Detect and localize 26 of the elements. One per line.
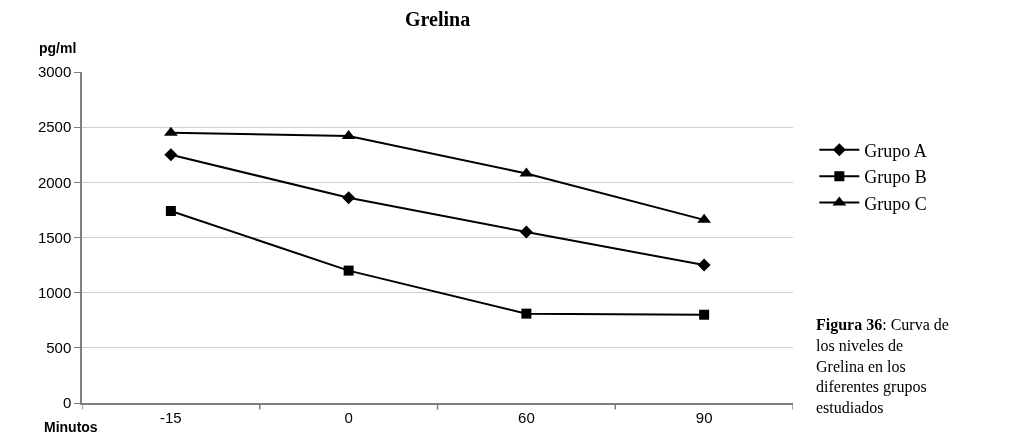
point — [521, 308, 532, 319]
y-tick-label: 1000 — [37, 283, 72, 301]
point — [697, 258, 711, 272]
chart-title: Grelina — [405, 8, 471, 30]
legend-label: Grupo B — [864, 167, 927, 188]
y-tick-label: 3000 — [37, 63, 72, 81]
x-axis-title: Minutos — [44, 419, 98, 435]
point — [343, 265, 354, 276]
point — [342, 191, 356, 205]
x-tick-label: -15 — [160, 408, 182, 426]
legend-label: Grupo C — [864, 193, 927, 214]
y-tick-label: 1500 — [37, 228, 72, 246]
point — [164, 148, 178, 162]
y-tick-label: 500 — [46, 339, 72, 357]
y-tick-label: 2500 — [37, 118, 72, 136]
point — [165, 206, 176, 217]
legend-label: Grupo A — [864, 140, 927, 161]
x-tick-label: 0 — [344, 408, 353, 426]
y-tick-label: 2000 — [37, 173, 72, 191]
point — [519, 225, 533, 239]
text: Figura 36: Curva de los niveles de Grelina en los diferentes grupos estudiados — [816, 316, 949, 417]
x-tick-label: 90 — [695, 408, 713, 426]
point — [699, 309, 710, 320]
y-tick-label: 0 — [62, 394, 72, 412]
y-axis-title: pg/ml — [39, 40, 77, 56]
x-tick-label: 60 — [518, 408, 535, 426]
